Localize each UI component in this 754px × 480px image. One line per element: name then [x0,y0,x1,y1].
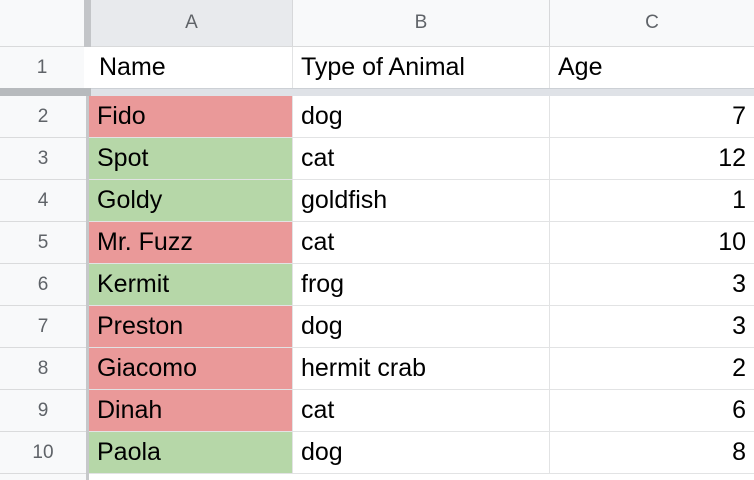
cell-age[interactable]: 8 [550,432,754,474]
sheet-body: 2 Fido dog 7 3 Spot cat 12 4 Goldy goldfish 1 5 Mr. F… [0,96,754,474]
partial-cells [89,474,754,480]
cell-animal-type[interactable]: dog [293,96,550,138]
frozen-row-divider-gutter [0,88,91,96]
cell-animal-type-header[interactable]: Type of Animal [293,47,550,88]
frozen-pane-divider-vertical [86,138,89,180]
sheet-row: 6 Kermit frog 3 [0,264,754,306]
cell-age[interactable]: 10 [550,222,754,264]
cell-animal-type[interactable]: cat [293,222,550,264]
sheet-row: 2 Fido dog 7 [0,96,754,138]
sheet-row: 4 Goldy goldfish 1 [0,180,754,222]
cell-age[interactable]: 6 [550,390,754,432]
cell-animal-type[interactable]: dog [293,306,550,348]
column-header-row: A B C [0,0,754,47]
cell-name-header[interactable]: Name [91,47,293,88]
cell-name[interactable]: Paola [89,432,293,474]
cell-age[interactable]: 7 [550,96,754,138]
cell-animal-type[interactable]: goldfish [293,180,550,222]
gutter-spacer [84,47,91,88]
sheet-row: 5 Mr. Fuzz cat 10 [0,222,754,264]
frozen-pane-divider-vertical [86,306,89,348]
cell-animal-type[interactable]: cat [293,138,550,180]
cell-name[interactable]: Spot [89,138,293,180]
cell-name[interactable]: Giacomo [89,348,293,390]
row-header[interactable]: 9 [0,390,86,432]
cell-age[interactable]: 3 [550,264,754,306]
column-header-a[interactable]: A [91,0,293,46]
row-header[interactable]: 1 [0,47,84,88]
cell-age[interactable]: 1 [550,180,754,222]
sheet-row: 3 Spot cat 12 [0,138,754,180]
cell-name[interactable]: Mr. Fuzz [89,222,293,264]
sheet-row: 10 Paola dog 8 [0,432,754,474]
row-header-partial [0,474,86,480]
frozen-pane-divider-vertical [86,180,89,222]
cell-age[interactable]: 12 [550,138,754,180]
cell-animal-type[interactable]: hermit crab [293,348,550,390]
frozen-pane-divider-vertical [86,348,89,390]
cell-name[interactable]: Fido [89,96,293,138]
sheet-row: 7 Preston dog 3 [0,306,754,348]
cell-name[interactable]: Preston [89,306,293,348]
cell-name[interactable]: Kermit [89,264,293,306]
cell-animal-type[interactable]: frog [293,264,550,306]
cell-age-header[interactable]: Age [550,47,754,88]
row-header[interactable]: 5 [0,222,86,264]
frozen-pane-divider-vertical [86,474,89,480]
row-header[interactable]: 7 [0,306,86,348]
column-header-b[interactable]: B [293,0,550,46]
sheet-header-row: 1 Name Type of Animal Age [0,47,754,88]
row-header[interactable]: 3 [0,138,86,180]
sheet-row: 9 Dinah cat 6 [0,390,754,432]
row-header[interactable]: 2 [0,96,86,138]
frozen-pane-divider-vertical [86,222,89,264]
cell-name[interactable]: Goldy [89,180,293,222]
row-header[interactable]: 4 [0,180,86,222]
frozen-pane-divider-vertical [86,432,89,474]
row-header[interactable]: 6 [0,264,86,306]
cell-age[interactable]: 2 [550,348,754,390]
cell-name[interactable]: Dinah [89,390,293,432]
row-header[interactable]: 10 [0,432,86,474]
partial-next-row [0,474,754,480]
cell-animal-type[interactable]: cat [293,390,550,432]
frozen-pane-divider-vertical [86,96,89,138]
sheet-row: 8 Giacomo hermit crab 2 [0,348,754,390]
frozen-row-divider-shadow [91,88,754,96]
cell-animal-type[interactable]: dog [293,432,550,474]
frozen-row-divider [0,88,754,96]
row-header[interactable]: 8 [0,348,86,390]
select-all-corner[interactable] [0,0,84,46]
cell-age[interactable]: 3 [550,306,754,348]
frozen-pane-divider-vertical [86,264,89,306]
column-header-c[interactable]: C [550,0,754,46]
frozen-pane-divider-vertical [86,390,89,432]
frozen-pane-divider-vertical [84,0,91,47]
